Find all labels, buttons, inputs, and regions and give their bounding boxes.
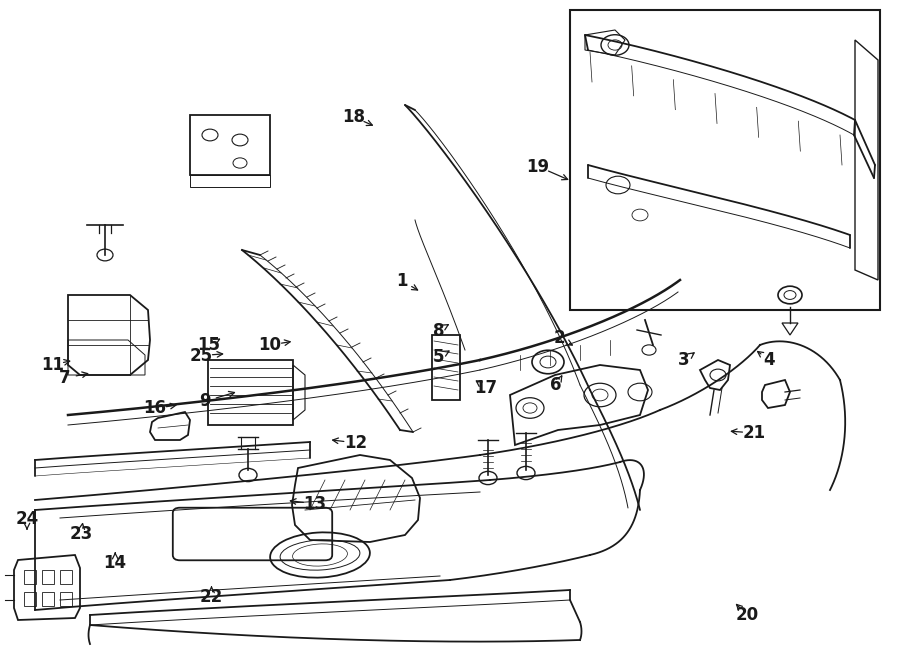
Text: 21: 21: [742, 424, 766, 442]
Text: 18: 18: [342, 108, 365, 126]
Text: 9: 9: [200, 392, 211, 410]
Text: 20: 20: [735, 605, 759, 624]
Text: 19: 19: [526, 157, 550, 176]
Text: 25: 25: [189, 346, 212, 365]
Text: 6: 6: [551, 375, 562, 394]
Text: 2: 2: [554, 329, 565, 348]
Text: 23: 23: [69, 525, 93, 543]
Text: 1: 1: [397, 272, 408, 290]
Text: 16: 16: [143, 399, 166, 418]
Circle shape: [239, 469, 257, 482]
Text: 12: 12: [344, 434, 367, 452]
Text: 15: 15: [197, 336, 220, 354]
Circle shape: [517, 467, 535, 480]
Text: 11: 11: [40, 356, 64, 374]
Text: 7: 7: [59, 369, 70, 387]
Text: 17: 17: [474, 379, 498, 397]
Text: 3: 3: [679, 351, 689, 369]
Text: 24: 24: [15, 510, 39, 528]
Text: 14: 14: [104, 554, 127, 572]
Text: 8: 8: [433, 321, 444, 340]
Circle shape: [642, 345, 656, 355]
Text: 10: 10: [258, 336, 282, 354]
Circle shape: [479, 471, 497, 485]
Text: 22: 22: [200, 588, 223, 606]
Text: 4: 4: [764, 351, 775, 369]
Text: 5: 5: [433, 348, 444, 366]
Circle shape: [97, 249, 113, 261]
Text: 13: 13: [303, 494, 327, 513]
